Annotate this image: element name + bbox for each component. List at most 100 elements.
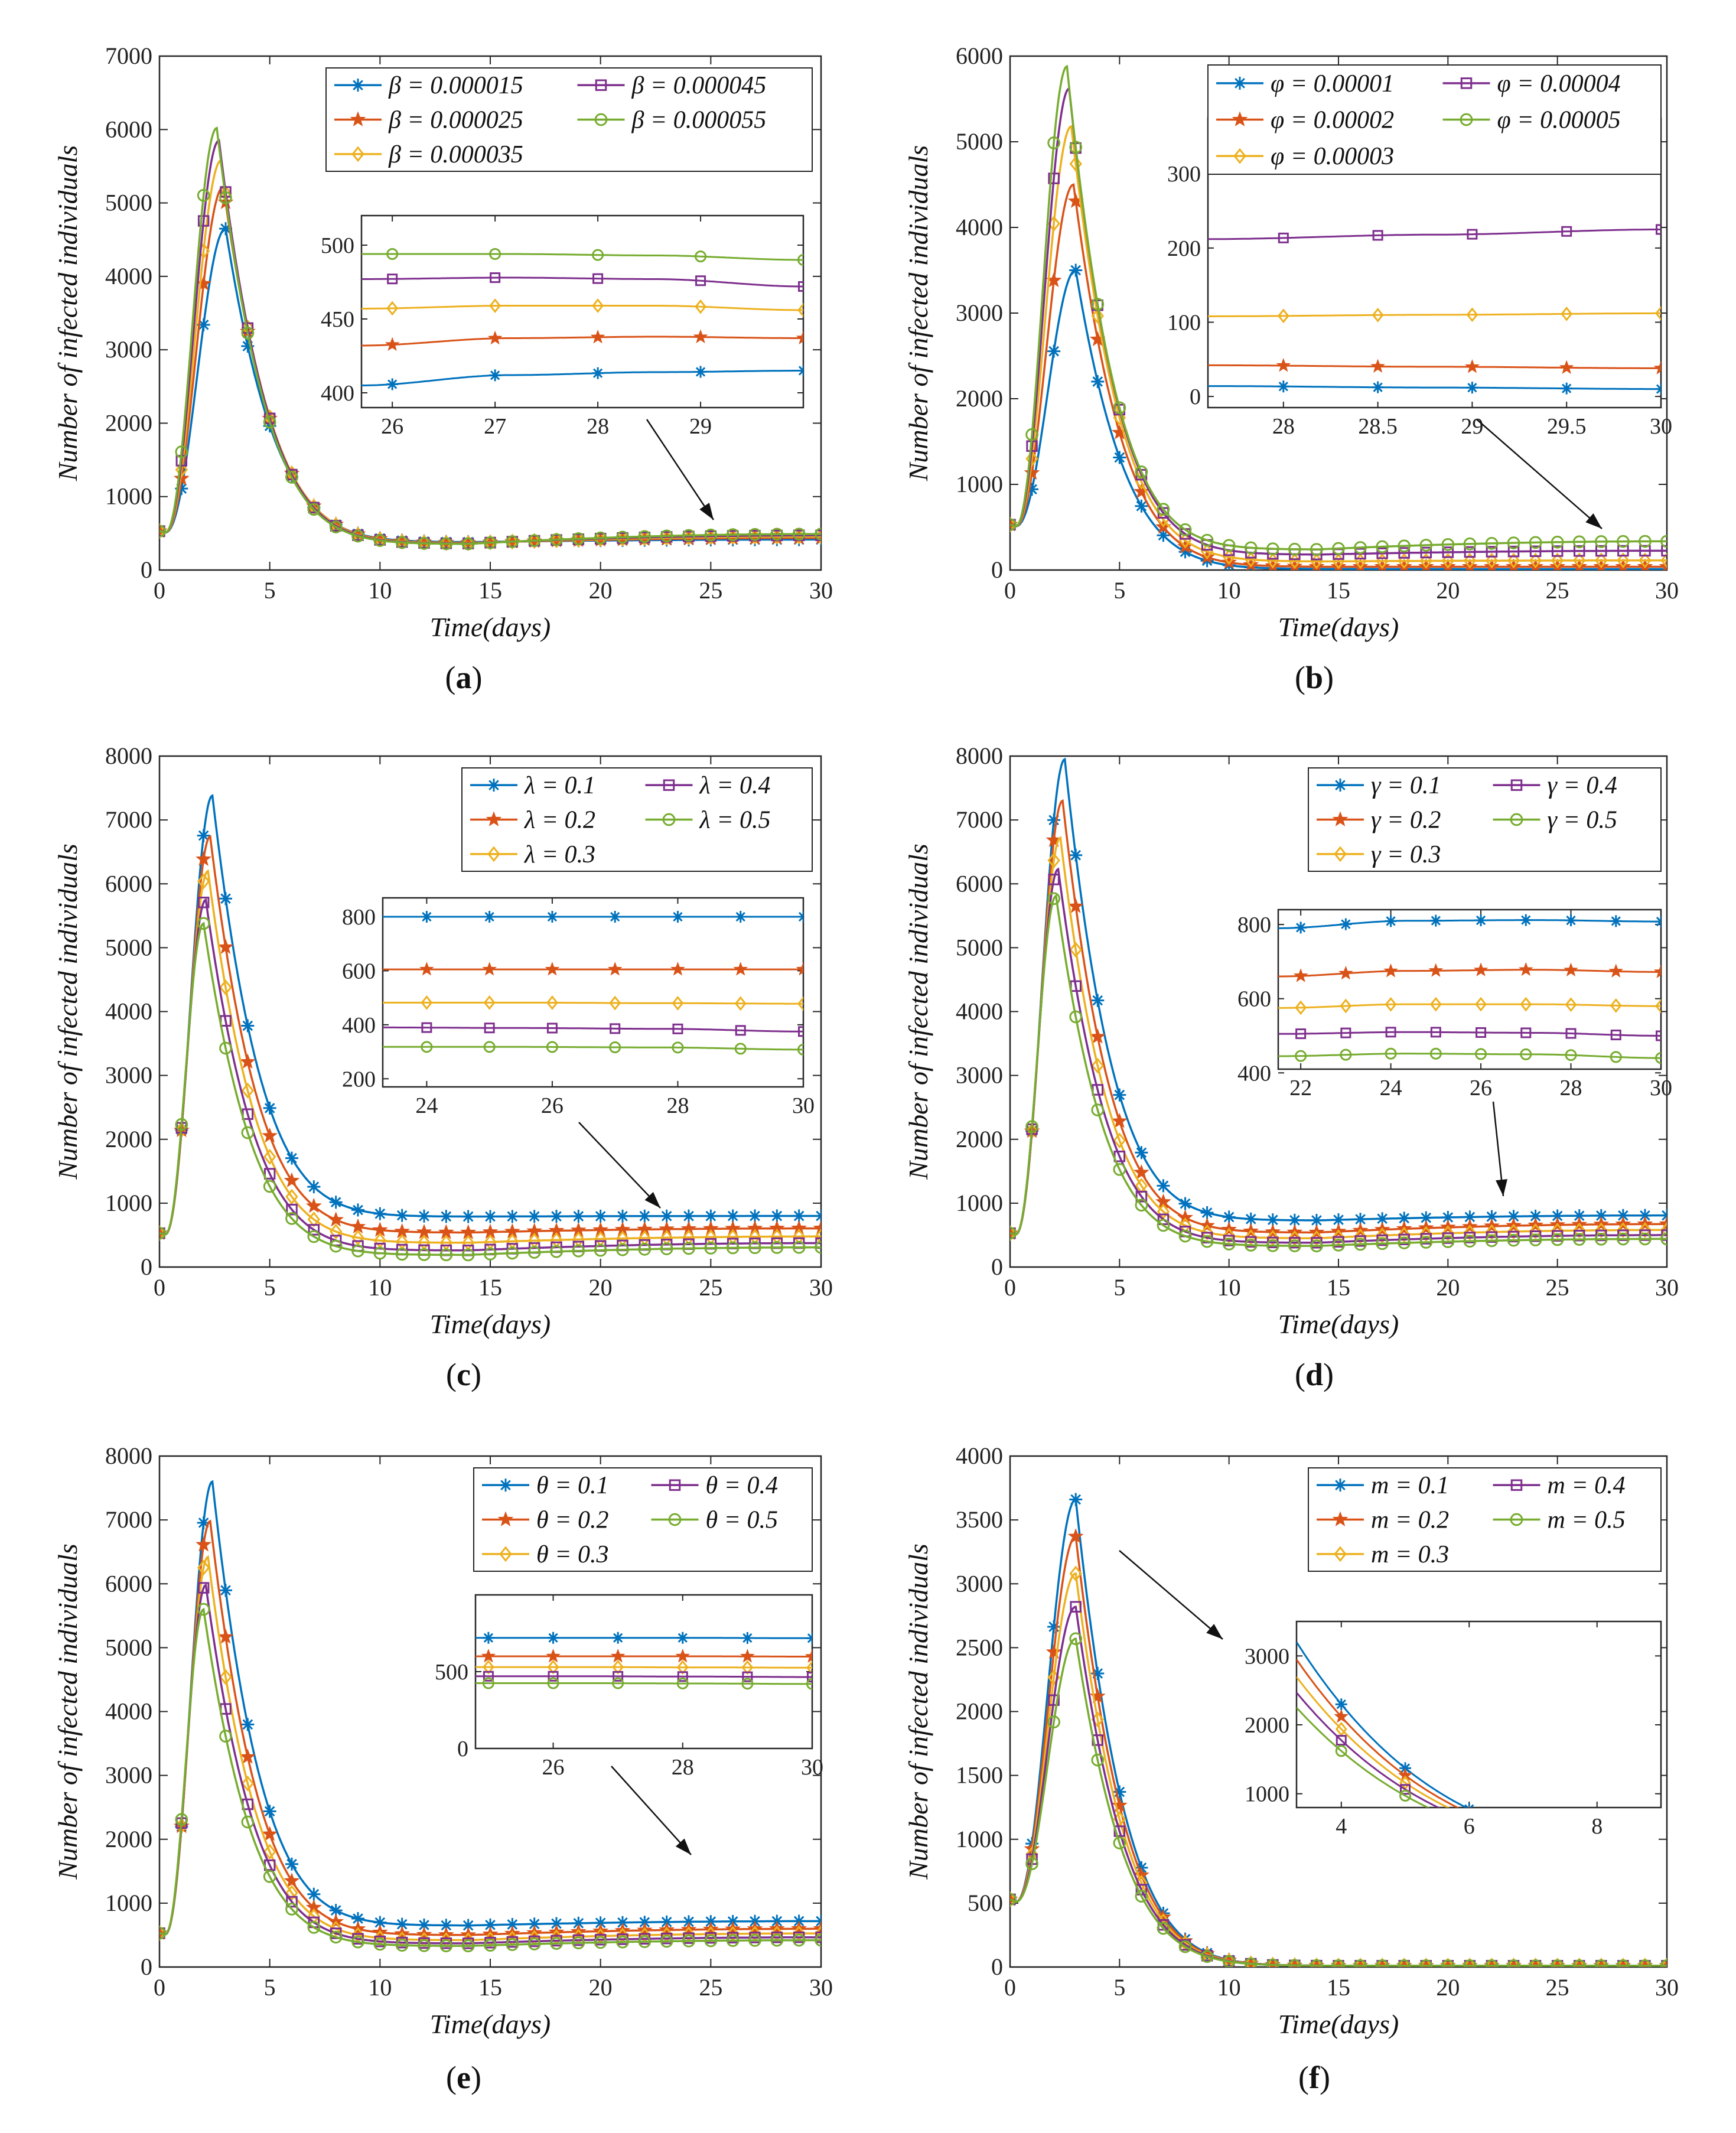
- marker-asterisk: [373, 1207, 387, 1220]
- marker-circle: [1572, 535, 1586, 549]
- marker-diamond: [1277, 308, 1289, 324]
- marker-asterisk: [1594, 1209, 1608, 1222]
- marker-star: [1564, 962, 1578, 976]
- marker-circle: [439, 1248, 453, 1262]
- inset-markers-2: [1295, 997, 1661, 1015]
- marker-asterisk: [1277, 380, 1289, 393]
- marker-diamond: [547, 1659, 559, 1675]
- main-axis-ytick-label: 7000: [105, 1506, 152, 1533]
- inset-markers-1: [1276, 358, 1661, 375]
- marker-circle: [748, 1241, 761, 1254]
- marker-diamond: [1010, 516, 1017, 533]
- marker-circle: [159, 1226, 166, 1240]
- marker-asterisk: [770, 1209, 784, 1223]
- inset-markers-0: [386, 364, 803, 390]
- marker-diamond: [1419, 1226, 1432, 1242]
- marker-circle: [638, 1243, 652, 1256]
- marker-square: [798, 1026, 803, 1037]
- marker-diamond: [1463, 552, 1477, 569]
- marker-diamond: [1520, 997, 1532, 1012]
- legend-label: γ = 0.2: [1371, 807, 1441, 834]
- marker-circle: [609, 1041, 621, 1054]
- marker-circle: [395, 536, 409, 549]
- marker-circle: [484, 1939, 497, 1952]
- marker-circle: [263, 415, 276, 429]
- marker-circle: [1200, 1950, 1214, 1963]
- inset-markers-4: [482, 1677, 812, 1690]
- marker-circle: [748, 1934, 761, 1947]
- series-line-3: [1010, 867, 1667, 1244]
- inset-axis-xtick-label: 8: [1591, 1814, 1603, 1839]
- y-axis-label: Number of infected individuals: [53, 844, 83, 1180]
- inset-markers-0: [482, 1631, 812, 1644]
- marker-circle: [616, 530, 629, 544]
- zoom-arrow-head: [1496, 1179, 1507, 1196]
- y-axis-label: Number of infected individuals: [903, 145, 933, 482]
- marker-diamond: [219, 979, 232, 995]
- marker-circle: [1069, 1010, 1083, 1024]
- legend-label: λ = 0.4: [699, 772, 771, 799]
- marker-asterisk: [682, 1209, 695, 1223]
- panel-b: 0 5 10 15 20 25 300100020003000400050006000Tim…: [903, 43, 1679, 695]
- marker-square: [1561, 226, 1572, 237]
- marker-circle: [1639, 535, 1652, 548]
- legend-label: θ = 0.5: [706, 1507, 778, 1534]
- marker-diamond: [1200, 1224, 1214, 1240]
- marker-circle: [461, 1248, 475, 1262]
- marker-circle: [219, 1041, 232, 1055]
- marker-diamond: [159, 1225, 166, 1242]
- marker-asterisk: [351, 1912, 364, 1926]
- marker-circle: [1010, 1893, 1017, 1906]
- marker-circle: [1310, 1959, 1323, 1967]
- marker-diamond: [499, 1546, 512, 1562]
- marker-star: [791, 1220, 807, 1235]
- marker-diamond: [1617, 552, 1630, 569]
- marker-star: [546, 1649, 561, 1663]
- marker-diamond: [307, 1211, 321, 1227]
- marker-square: [1372, 230, 1383, 241]
- main-axis-ytick-label: 0: [141, 1953, 152, 1980]
- marker-asterisk: [263, 1101, 276, 1115]
- main-axis-xtick-label: 5: [1113, 1274, 1125, 1301]
- marker-circle: [616, 1243, 629, 1256]
- inset-axis-ytick-label: 600: [1237, 987, 1271, 1012]
- marker-square: [286, 1203, 298, 1216]
- marker-asterisk: [1200, 554, 1214, 568]
- marker-diamond: [1529, 552, 1542, 569]
- marker-square: [1398, 547, 1410, 559]
- legend-label: θ = 0.2: [536, 1507, 608, 1534]
- inset-markers-0: [1295, 914, 1661, 934]
- marker-asterisk: [386, 378, 399, 390]
- marker-star: [1653, 964, 1661, 978]
- marker-diamond: [1340, 998, 1352, 1014]
- marker-star: [385, 337, 400, 351]
- marker-asterisk: [373, 1916, 387, 1929]
- main-axis-ytick-label: 4000: [105, 998, 152, 1025]
- marker-diamond: [483, 995, 496, 1010]
- marker-diamond: [1233, 148, 1246, 164]
- inset-axis-frame: [1295, 1620, 1662, 1809]
- marker-circle: [806, 1678, 812, 1690]
- marker-asterisk: [704, 1209, 718, 1223]
- marker-asterisk: [1069, 1493, 1083, 1506]
- marker-asterisk: [612, 1631, 624, 1644]
- main-axis-ytick-label: 4000: [956, 214, 1003, 240]
- marker-diamond: [815, 1228, 821, 1245]
- main-axis-ytick-label: 3000: [956, 1570, 1003, 1597]
- marker-diamond: [1288, 1230, 1301, 1246]
- marker-diamond: [1069, 1565, 1082, 1582]
- marker-circle: [1419, 1236, 1433, 1249]
- marker-star: [1428, 963, 1444, 977]
- marker-circle: [682, 1935, 695, 1948]
- series-line-4: [159, 1607, 821, 1948]
- inset-markers-2: [1277, 306, 1661, 324]
- marker-diamond: [1485, 1958, 1499, 1967]
- marker-diamond: [1617, 1222, 1630, 1238]
- marker-asterisk: [418, 1209, 431, 1223]
- zoom-arrow-head: [644, 1191, 660, 1208]
- marker-circle: [770, 1241, 784, 1254]
- marker-square: [1354, 548, 1366, 560]
- marker-diamond: [1485, 1224, 1499, 1240]
- main-axis-xtick-label: 25: [1546, 1274, 1569, 1301]
